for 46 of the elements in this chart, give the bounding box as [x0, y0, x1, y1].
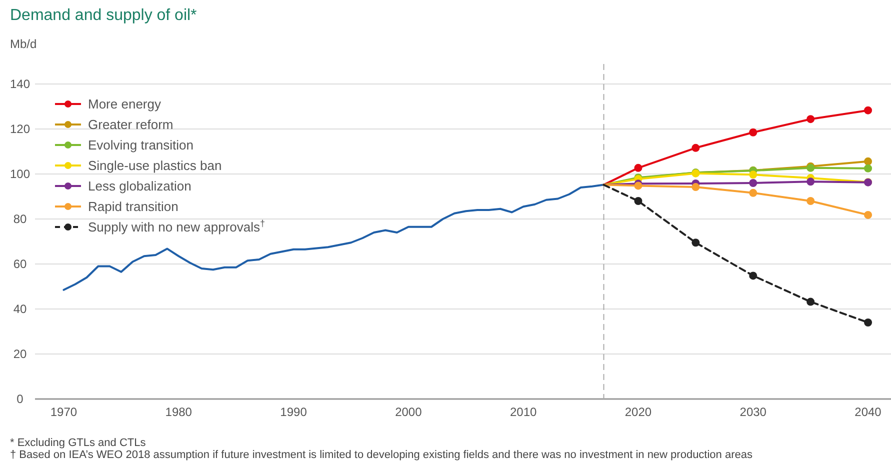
y-tick-label: 100	[10, 167, 30, 182]
x-tick-label: 2030	[740, 405, 767, 419]
y-tick-label: 140	[10, 77, 30, 92]
point	[749, 272, 758, 280]
point	[864, 157, 872, 166]
point	[864, 210, 872, 219]
x-tick-label: 1990	[280, 405, 308, 419]
y-axis-title: Mb/d	[10, 37, 37, 51]
point	[634, 197, 642, 205]
point	[806, 178, 815, 186]
chart-title: Demand and supply of oil*	[10, 7, 197, 24]
x-tick-label: 2010	[510, 405, 537, 419]
y-tick-label: 80	[13, 212, 27, 226]
legend-label: Rapid transition	[88, 199, 178, 214]
y-tick-label: 20	[13, 347, 27, 362]
y-tick-label: 120	[10, 122, 30, 136]
x-tick-label: 2020	[624, 405, 652, 419]
point	[806, 197, 815, 205]
x-tick-label: 2040	[854, 405, 882, 419]
legend-label: More energy	[88, 96, 162, 112]
x-tick-label: 2000	[395, 405, 422, 419]
legend-label: Supply with no new approvals$^{†}$	[88, 218, 266, 235]
point	[864, 164, 872, 172]
point	[692, 238, 700, 247]
point	[864, 106, 872, 114]
point	[692, 144, 700, 152]
point	[806, 115, 815, 124]
point	[634, 164, 642, 172]
legend-label: Greater reform	[88, 117, 174, 132]
point	[749, 128, 758, 136]
legend-label: Evolving transition	[88, 138, 194, 153]
point	[749, 188, 758, 197]
x-tick-label: 1980	[165, 405, 192, 419]
point	[806, 298, 815, 306]
point	[749, 179, 758, 187]
legend-label: Single-use plastics ban	[88, 158, 222, 174]
x-tick-label: 1970	[50, 405, 78, 419]
point	[864, 318, 872, 326]
point	[692, 183, 700, 192]
y-tick-label: 0	[16, 392, 24, 406]
text: * Excluding GTLs and CTLs	[10, 437, 146, 449]
y-tick-label: 40	[13, 302, 27, 316]
text: † Based on IEA’s WEO 2018 assumption if future investment is limited to developing existing fields and there was no investment in new production areas	[10, 449, 753, 461]
y-tick-label: 60	[13, 257, 27, 272]
point	[749, 170, 758, 179]
legend-label: Less globalization	[88, 178, 192, 194]
